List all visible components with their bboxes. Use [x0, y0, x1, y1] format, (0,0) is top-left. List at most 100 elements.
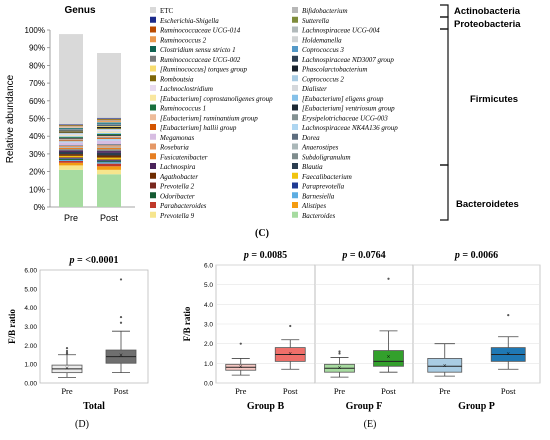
bar-segment: [97, 134, 121, 135]
legend-label: Odoribacter: [160, 192, 195, 200]
legend-label: Phascolarctobacterium: [301, 66, 367, 74]
legend-label: Holdemanella: [301, 36, 342, 44]
bar-segment: [97, 135, 121, 136]
legend-swatch: [150, 134, 156, 140]
bar-segment: [59, 149, 83, 150]
bar-segment: [97, 136, 121, 137]
phylum-brackets: [440, 5, 448, 220]
bar-segment: [59, 131, 83, 132]
y-tick-label: 3.00: [24, 324, 37, 331]
bar-segment: [59, 152, 83, 154]
legend-swatch: [292, 183, 298, 189]
bar-segment: [59, 126, 83, 127]
bar-segment: [97, 131, 121, 132]
legend-swatch: [150, 66, 156, 72]
legend-label: Ruminococcus 2: [159, 36, 207, 44]
bar-segment: [59, 139, 83, 140]
y-tick-label: 5.00: [24, 286, 37, 293]
legend-swatch: [292, 17, 298, 23]
bar-segment: [97, 139, 121, 141]
legend-swatch: [150, 124, 156, 130]
bar-segment: [97, 138, 121, 139]
legend-label: Barnesiella: [302, 192, 335, 200]
legend-label: Alistipes: [301, 202, 326, 210]
outlier-point: [338, 350, 340, 352]
legend-label: [Eubacterium] coprostanoligenes group: [160, 95, 273, 103]
bar-segment: [97, 118, 121, 119]
phylum-proteobacteria: Proteobacteria: [454, 19, 521, 30]
bar-segment: [97, 132, 121, 133]
panel-c-y-tick-label: 50%: [29, 115, 45, 124]
bar-segment: [59, 141, 83, 142]
legend-label: Lachnospira: [159, 163, 196, 171]
bar-segment: [59, 134, 83, 135]
y-tick-label: 5.0: [204, 282, 213, 289]
bar-segment: [59, 137, 83, 138]
y-tick-label: 4.0: [204, 302, 213, 309]
bar-segment: [97, 124, 121, 125]
bar-segment: [59, 160, 83, 161]
y-tick-label: 1.0: [204, 361, 213, 368]
legend-swatch: [292, 114, 298, 120]
panel-d-label: (D): [75, 419, 89, 430]
bar-segment: [59, 170, 83, 207]
panel-c-y-tick-label: 10%: [29, 185, 45, 194]
outlier-point: [66, 350, 68, 352]
bar-segment: [59, 159, 83, 160]
outlier-point: [66, 347, 68, 349]
bar-segment: [59, 133, 83, 134]
legend-swatch: [150, 114, 156, 120]
panel-e-label: (E): [364, 419, 377, 430]
bar-segment: [97, 164, 121, 167]
outlier-point: [120, 278, 122, 280]
legend-label: Lachnoclostridium: [159, 85, 213, 93]
bar-segment: [97, 121, 121, 122]
bar-segment: [97, 170, 121, 174]
y-tick-label: 1.00: [24, 362, 37, 369]
p-value-title: p = <0.0001: [69, 255, 119, 266]
bar-segment: [97, 149, 121, 151]
panel-c-y-tick-label: 80%: [29, 61, 45, 70]
bar-segment: [59, 145, 83, 146]
legend-label: Bifidobacterium: [302, 7, 348, 15]
bar-segment: [59, 125, 83, 126]
legend-swatch: [292, 95, 298, 101]
legend-label: Subdoligranulum: [302, 153, 351, 161]
bar-segment: [59, 143, 83, 146]
bar-segment: [59, 126, 83, 127]
legend-swatch: [150, 95, 156, 101]
bar-segment: [59, 131, 83, 132]
bar-segment: [97, 137, 121, 138]
bar-segment: [97, 153, 121, 156]
bar-segment: [97, 122, 121, 123]
legend-swatch: [150, 163, 156, 169]
bar-segment: [97, 125, 121, 126]
outlier-point: [338, 352, 340, 354]
legend-swatch: [150, 85, 156, 91]
legend-label: Fusicatenibacter: [159, 153, 208, 161]
mean-marker: ×: [119, 351, 123, 359]
panel-c-stacked-bars: [59, 34, 121, 207]
legend-label: Megamonas: [159, 134, 194, 142]
bar-segment: [59, 129, 83, 130]
legend-label: Lachnospiraceae UCG-004: [301, 27, 380, 35]
panel-c-y-tick-label: 0%: [33, 203, 45, 212]
legend-label: [Eubacterium] eligens group: [302, 95, 384, 103]
legend-swatch: [150, 56, 156, 62]
legend-label: Lachnospiraceae NK4A136 group: [301, 124, 398, 132]
legend-label: Clostridium sensu stricto 1: [160, 46, 236, 54]
bar-segment: [59, 134, 83, 135]
x-axis-label: Group F: [346, 401, 383, 412]
legend-swatch: [292, 134, 298, 140]
legend-label: Romboutsia: [159, 75, 194, 83]
bar-segment: [59, 128, 83, 129]
mean-marker: ×: [443, 362, 447, 370]
phylum-bacteroidetes: Bacteroidetes: [456, 199, 519, 210]
panel-c-y-tick-label: 60%: [29, 97, 45, 106]
x-axis-label: Total: [83, 401, 105, 412]
legend-swatch: [292, 7, 298, 13]
legend-swatch: [150, 153, 156, 159]
